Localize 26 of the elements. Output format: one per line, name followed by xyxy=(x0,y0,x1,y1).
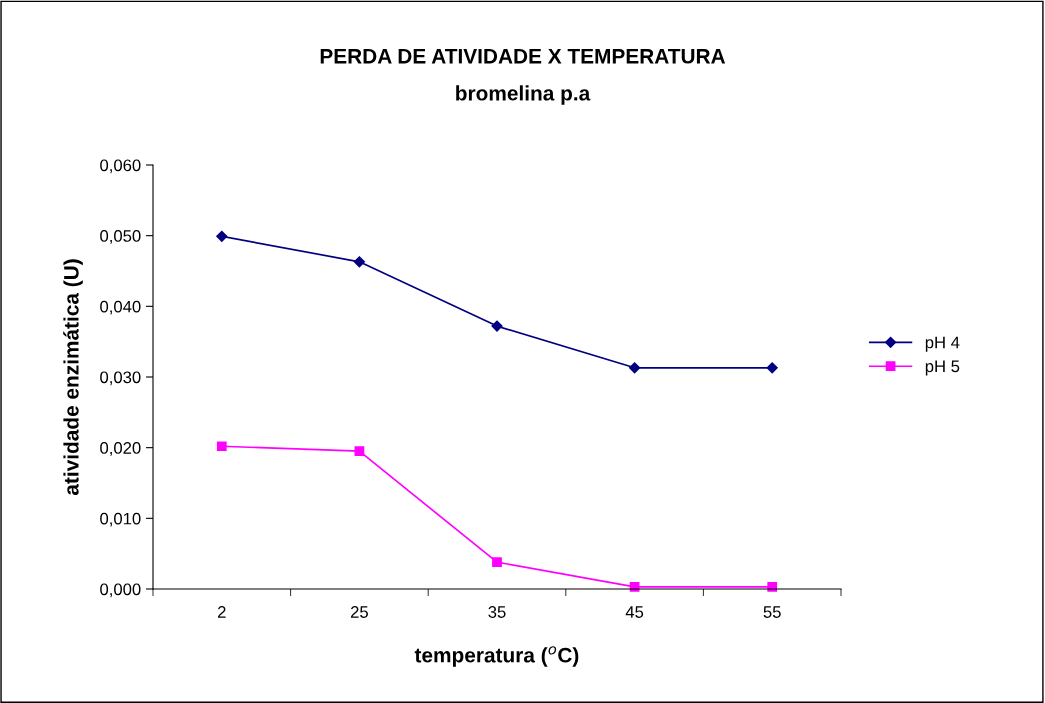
legend-label: pH 5 xyxy=(925,360,960,376)
y-tick-label: 0,000 xyxy=(100,583,141,598)
point xyxy=(354,446,365,457)
y-tick-label: 0,050 xyxy=(100,230,141,244)
point xyxy=(628,362,641,374)
y-tick-label: 0,020 xyxy=(100,442,141,456)
y-tick-label: 0,030 xyxy=(100,371,141,386)
point xyxy=(766,362,778,374)
x-tick-label: 55 xyxy=(763,606,781,618)
point xyxy=(492,557,502,568)
x-axis-title: temperatura ($^{o}$C) xyxy=(414,646,579,667)
point xyxy=(216,441,227,452)
x-tick-label: 2 xyxy=(218,606,226,618)
point xyxy=(353,256,366,268)
chart-title: PERDA DE ATIVIDADE X TEMPERATURA xyxy=(320,49,726,64)
y-tick-label: 0,040 xyxy=(100,300,141,315)
y-tick-label: 0,010 xyxy=(100,512,141,527)
legend-label: pH 4 xyxy=(925,336,960,352)
chart-subtitle: bromelina p.a xyxy=(456,85,591,105)
point xyxy=(491,320,503,332)
x-tick-label: 35 xyxy=(488,606,506,618)
point xyxy=(216,230,228,242)
x-tick-label: 25 xyxy=(350,606,368,618)
x-tick-label: 45 xyxy=(625,606,644,618)
y-tick-label: 0,060 xyxy=(100,159,141,174)
y-axis-title: atividade enzimática (U) xyxy=(63,259,83,496)
